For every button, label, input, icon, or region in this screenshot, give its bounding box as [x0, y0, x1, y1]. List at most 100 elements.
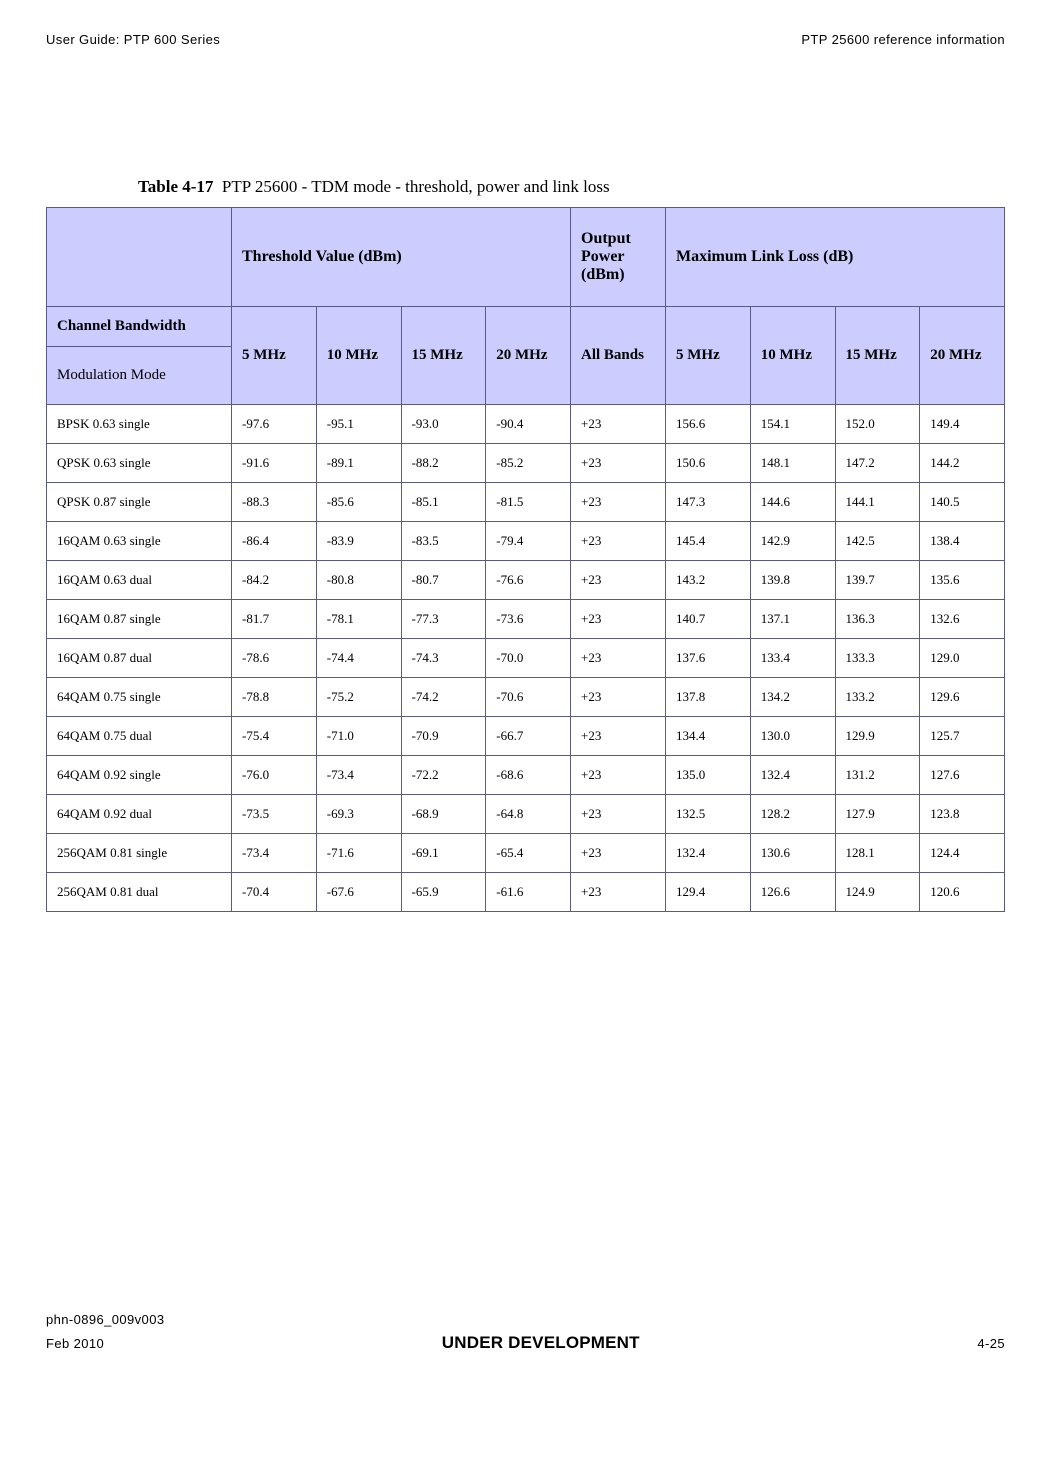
table-cell: 133.2 [835, 678, 920, 717]
col-15mhz-threshold: 15 MHz [401, 307, 486, 405]
page-footer: phn-0896_009v003 Feb 2010 UNDER DEVELOPM… [46, 1312, 1005, 1353]
table-cell: 123.8 [920, 795, 1005, 834]
table-cell: 128.1 [835, 834, 920, 873]
table-cell: -78.6 [232, 639, 317, 678]
table-cell: 64QAM 0.92 dual [47, 795, 232, 834]
table-cell: 142.5 [835, 522, 920, 561]
table-cell: -74.2 [401, 678, 486, 717]
table-cell: 130.0 [750, 717, 835, 756]
table-cell: 128.2 [750, 795, 835, 834]
table-cell: 127.6 [920, 756, 1005, 795]
table-cell: 120.6 [920, 873, 1005, 912]
table-cell: 140.5 [920, 483, 1005, 522]
table-cell: -77.3 [401, 600, 486, 639]
table-cell: -73.4 [232, 834, 317, 873]
table-cell: 149.4 [920, 405, 1005, 444]
table-cell: 132.6 [920, 600, 1005, 639]
table-cell: 134.4 [666, 717, 751, 756]
group-output-power: Output Power (dBm) [571, 208, 666, 307]
table-cell: 16QAM 0.87 single [47, 600, 232, 639]
table-cell: 130.6 [750, 834, 835, 873]
data-table: Threshold Value (dBm) Output Power (dBm)… [46, 207, 1005, 912]
table-row: 16QAM 0.87 single-81.7-78.1-77.3-73.6+23… [47, 600, 1005, 639]
group-max-link-loss: Maximum Link Loss (dB) [666, 208, 1005, 307]
table-cell: -80.8 [316, 561, 401, 600]
table-caption: Table 4-17 PTP 25600 - TDM mode - thresh… [138, 177, 1005, 197]
table-cell: -83.9 [316, 522, 401, 561]
table-row: 16QAM 0.87 dual-78.6-74.4-74.3-70.0+2313… [47, 639, 1005, 678]
table-row: 256QAM 0.81 single-73.4-71.6-69.1-65.4+2… [47, 834, 1005, 873]
table-cell: 140.7 [666, 600, 751, 639]
table-cell: +23 [571, 639, 666, 678]
table-cell: 144.6 [750, 483, 835, 522]
table-title: PTP 25600 - TDM mode - threshold, power … [222, 177, 610, 196]
table-cell: 147.2 [835, 444, 920, 483]
table-cell: -90.4 [486, 405, 571, 444]
table-cell: +23 [571, 834, 666, 873]
col-20mhz-loss: 20 MHz [920, 307, 1005, 405]
table-cell: 64QAM 0.75 dual [47, 717, 232, 756]
table-cell: 142.9 [750, 522, 835, 561]
col-10mhz-loss: 10 MHz [750, 307, 835, 405]
table-cell: -97.6 [232, 405, 317, 444]
table-cell: 148.1 [750, 444, 835, 483]
table-cell: BPSK 0.63 single [47, 405, 232, 444]
table-cell: -76.6 [486, 561, 571, 600]
table-cell: +23 [571, 444, 666, 483]
col-5mhz-loss: 5 MHz [666, 307, 751, 405]
col-10mhz-threshold: 10 MHz [316, 307, 401, 405]
table-cell: 64QAM 0.92 single [47, 756, 232, 795]
table-cell: -73.4 [316, 756, 401, 795]
table-cell: -65.9 [401, 873, 486, 912]
table-cell: 152.0 [835, 405, 920, 444]
table-cell: -86.4 [232, 522, 317, 561]
table-cell: -69.1 [401, 834, 486, 873]
table-cell: -93.0 [401, 405, 486, 444]
header-right: PTP 25600 reference information [801, 32, 1005, 47]
table-cell: 137.6 [666, 639, 751, 678]
table-cell: 150.6 [666, 444, 751, 483]
table-row: QPSK 0.63 single-91.6-89.1-88.2-85.2+231… [47, 444, 1005, 483]
table-cell: 137.1 [750, 600, 835, 639]
table-cell: -75.2 [316, 678, 401, 717]
table-cell: -71.6 [316, 834, 401, 873]
table-cell: 129.0 [920, 639, 1005, 678]
table-row: 64QAM 0.92 single-76.0-73.4-72.2-68.6+23… [47, 756, 1005, 795]
table-cell: 139.7 [835, 561, 920, 600]
table-cell: 129.4 [666, 873, 751, 912]
table-cell: -74.4 [316, 639, 401, 678]
table-cell: -68.9 [401, 795, 486, 834]
table-cell: 135.6 [920, 561, 1005, 600]
table-cell: -75.4 [232, 717, 317, 756]
table-row: 64QAM 0.75 dual-75.4-71.0-70.9-66.7+2313… [47, 717, 1005, 756]
table-row: 64QAM 0.92 dual-73.5-69.3-68.9-64.8+2313… [47, 795, 1005, 834]
col-15mhz-loss: 15 MHz [835, 307, 920, 405]
page-header: User Guide: PTP 600 Series PTP 25600 ref… [46, 32, 1005, 47]
table-cell: 256QAM 0.81 single [47, 834, 232, 873]
table-label: Table 4-17 [138, 177, 213, 196]
table-cell: 132.4 [666, 834, 751, 873]
table-cell: -91.6 [232, 444, 317, 483]
heading-channel-bandwidth: Channel Bandwidth [47, 307, 232, 347]
table-row: 256QAM 0.81 dual-70.4-67.6-65.9-61.6+231… [47, 873, 1005, 912]
table-cell: +23 [571, 522, 666, 561]
table-cell: 125.7 [920, 717, 1005, 756]
table-cell: -70.9 [401, 717, 486, 756]
table-cell: -85.2 [486, 444, 571, 483]
table-cell: -89.1 [316, 444, 401, 483]
table-cell: -81.7 [232, 600, 317, 639]
table-cell: -88.2 [401, 444, 486, 483]
table-cell: QPSK 0.63 single [47, 444, 232, 483]
table-cell: -78.8 [232, 678, 317, 717]
table-cell: +23 [571, 873, 666, 912]
table-cell: +23 [571, 756, 666, 795]
table-cell: -72.2 [401, 756, 486, 795]
col-5mhz-threshold: 5 MHz [232, 307, 317, 405]
table-cell: 134.2 [750, 678, 835, 717]
table-cell: 16QAM 0.63 single [47, 522, 232, 561]
table-cell: 136.3 [835, 600, 920, 639]
table-cell: -79.4 [486, 522, 571, 561]
table-cell: -67.6 [316, 873, 401, 912]
table-cell: 154.1 [750, 405, 835, 444]
table-cell: 124.4 [920, 834, 1005, 873]
